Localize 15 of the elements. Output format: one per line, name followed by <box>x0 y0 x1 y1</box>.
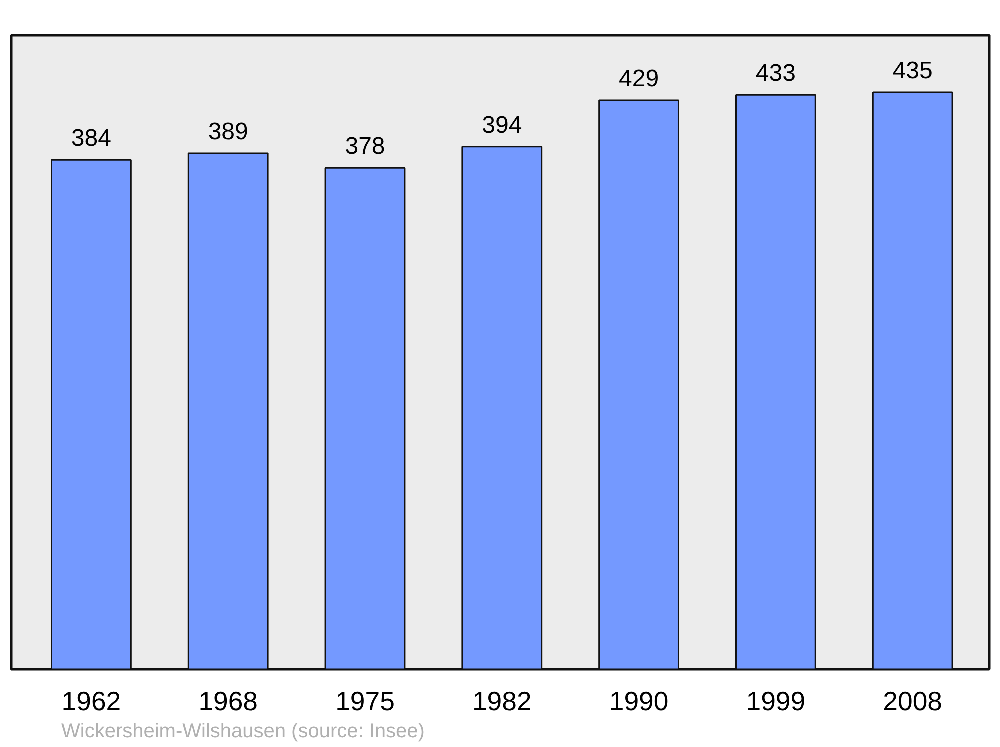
x-tick-label: 2008 <box>883 686 942 716</box>
text: Wickersheim-Wilshausen (source: Insee) <box>62 720 425 742</box>
data-label: 433 <box>756 60 796 88</box>
x-tick-label: 1990 <box>609 686 669 716</box>
data-label: 394 <box>482 112 522 139</box>
x-tick-label: 1962 <box>62 686 122 716</box>
data-label: 389 <box>208 118 248 146</box>
data-label: 435 <box>892 58 933 85</box>
data-label: 429 <box>619 65 660 92</box>
x-tick-label: 1982 <box>472 686 532 716</box>
x-tick-label: 1968 <box>198 686 258 716</box>
x-tick-label: 1975 <box>336 686 395 716</box>
x-tick-label: 1999 <box>746 686 806 716</box>
data-label: 378 <box>345 133 386 160</box>
data-label: 384 <box>71 125 112 152</box>
